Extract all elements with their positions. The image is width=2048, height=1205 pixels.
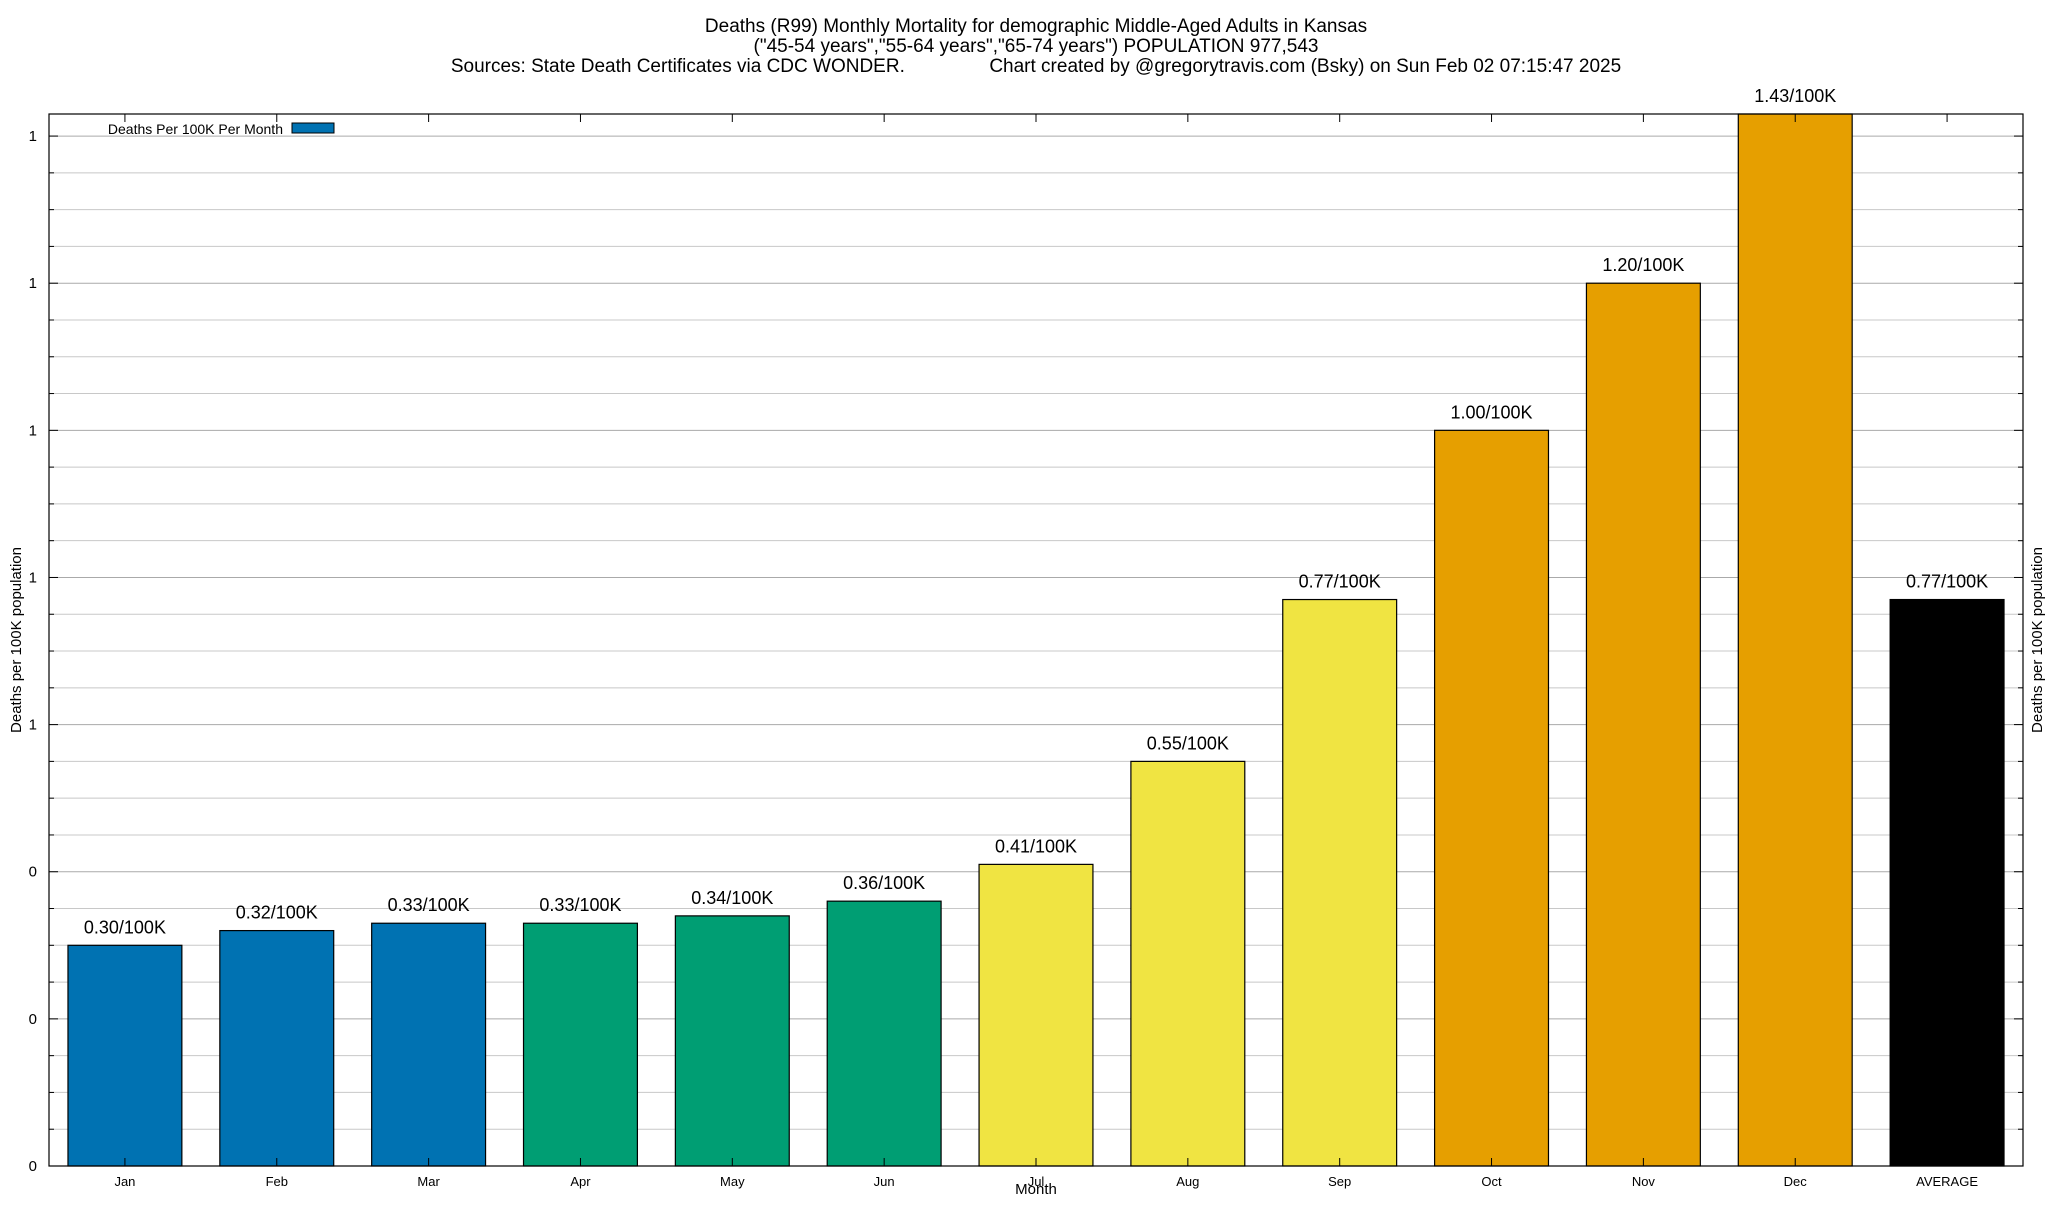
bar-apr — [522, 922, 639, 1167]
chart-source-line: Sources: State Death Certificates via CD… — [451, 56, 1621, 77]
chart-subtitle: ("45-54 years","55-64 years","65-74 year… — [754, 36, 1319, 57]
tick-layer — [49, 114, 2023, 1166]
bar-may — [674, 915, 790, 1167]
y-tick-label: 1 — [29, 422, 37, 439]
value-label-dec: 1.43/100K — [1754, 86, 1836, 106]
x-tick-label-oct: Oct — [1481, 1174, 1502, 1189]
x-tick-label-aug: Aug — [1176, 1174, 1199, 1189]
bar-jan — [67, 944, 183, 1167]
bar-nov — [1585, 282, 1701, 1167]
value-label-may: 0.34/100K — [691, 888, 773, 908]
value-label-average: 0.77/100K — [1906, 572, 1988, 592]
x-tick-label-jan: Jan — [114, 1174, 135, 1189]
bar-aug — [1130, 760, 1246, 1167]
value-label-oct: 1.00/100K — [1450, 402, 1532, 422]
x-tick-label-average: AVERAGE — [1916, 1174, 1978, 1189]
value-label-apr: 0.33/100K — [539, 895, 621, 915]
y-tick-label: 0 — [29, 1158, 37, 1175]
x-tick-label-feb: Feb — [266, 1174, 288, 1189]
bar-jun — [826, 900, 942, 1167]
value-label-nov: 1.20/100K — [1602, 255, 1684, 275]
x-tick-label-apr: Apr — [570, 1174, 591, 1189]
bar-dec — [1737, 113, 1853, 1167]
x-tick-label-dec: Dec — [1784, 1174, 1808, 1189]
y-tick-label: 0 — [29, 1011, 37, 1028]
legend: Deaths Per 100K Per Month — [108, 121, 335, 137]
y-tick-label: 1 — [29, 717, 37, 734]
bar-sep — [1282, 598, 1398, 1167]
x-tick-label-nov: Nov — [1632, 1174, 1656, 1189]
value-label-jan: 0.30/100K — [84, 917, 166, 937]
value-label-jul: 0.41/100K — [995, 836, 1077, 856]
value-label-sep: 0.77/100K — [1299, 572, 1381, 592]
y-tick-label: 0 — [29, 864, 37, 881]
bar-jul — [978, 863, 1094, 1167]
legend-swatch — [291, 122, 335, 134]
value-label-mar: 0.33/100K — [388, 895, 470, 915]
x-tick-label-jun: Jun — [874, 1174, 895, 1189]
x-tick-label-may: May — [720, 1174, 745, 1189]
chart-title: Deaths (R99) Monthly Mortality for demog… — [705, 16, 1367, 37]
y-tick-label: 1 — [29, 128, 37, 145]
x-tick-label-mar: Mar — [417, 1174, 440, 1189]
bar-feb — [219, 929, 335, 1167]
bar-layer — [67, 113, 2005, 1167]
bar-mar — [371, 922, 487, 1167]
bar-average — [1889, 598, 2005, 1167]
value-label-aug: 0.55/100K — [1147, 733, 1229, 753]
y-axis-label-right: Deaths per 100K population — [2029, 547, 2046, 733]
y-axis-label: Deaths per 100K population — [8, 547, 25, 733]
bar-oct — [1433, 429, 1550, 1167]
label-layer: 0 0 0 1 1 1 1 1 0.30/100K Jan 0.32/100K Feb 0.33/100… — [29, 86, 1988, 1189]
value-label-jun: 0.36/100K — [843, 873, 925, 893]
x-axis-label: Month — [1015, 1181, 1057, 1198]
legend-label: Deaths Per 100K Per Month — [108, 121, 283, 137]
y-tick-label: 1 — [29, 569, 37, 586]
x-tick-label-jul: Jul — [1028, 1174, 1045, 1189]
y-tick-label: 1 — [29, 275, 37, 292]
value-label-feb: 0.32/100K — [236, 903, 318, 923]
x-tick-label-sep: Sep — [1328, 1174, 1351, 1189]
